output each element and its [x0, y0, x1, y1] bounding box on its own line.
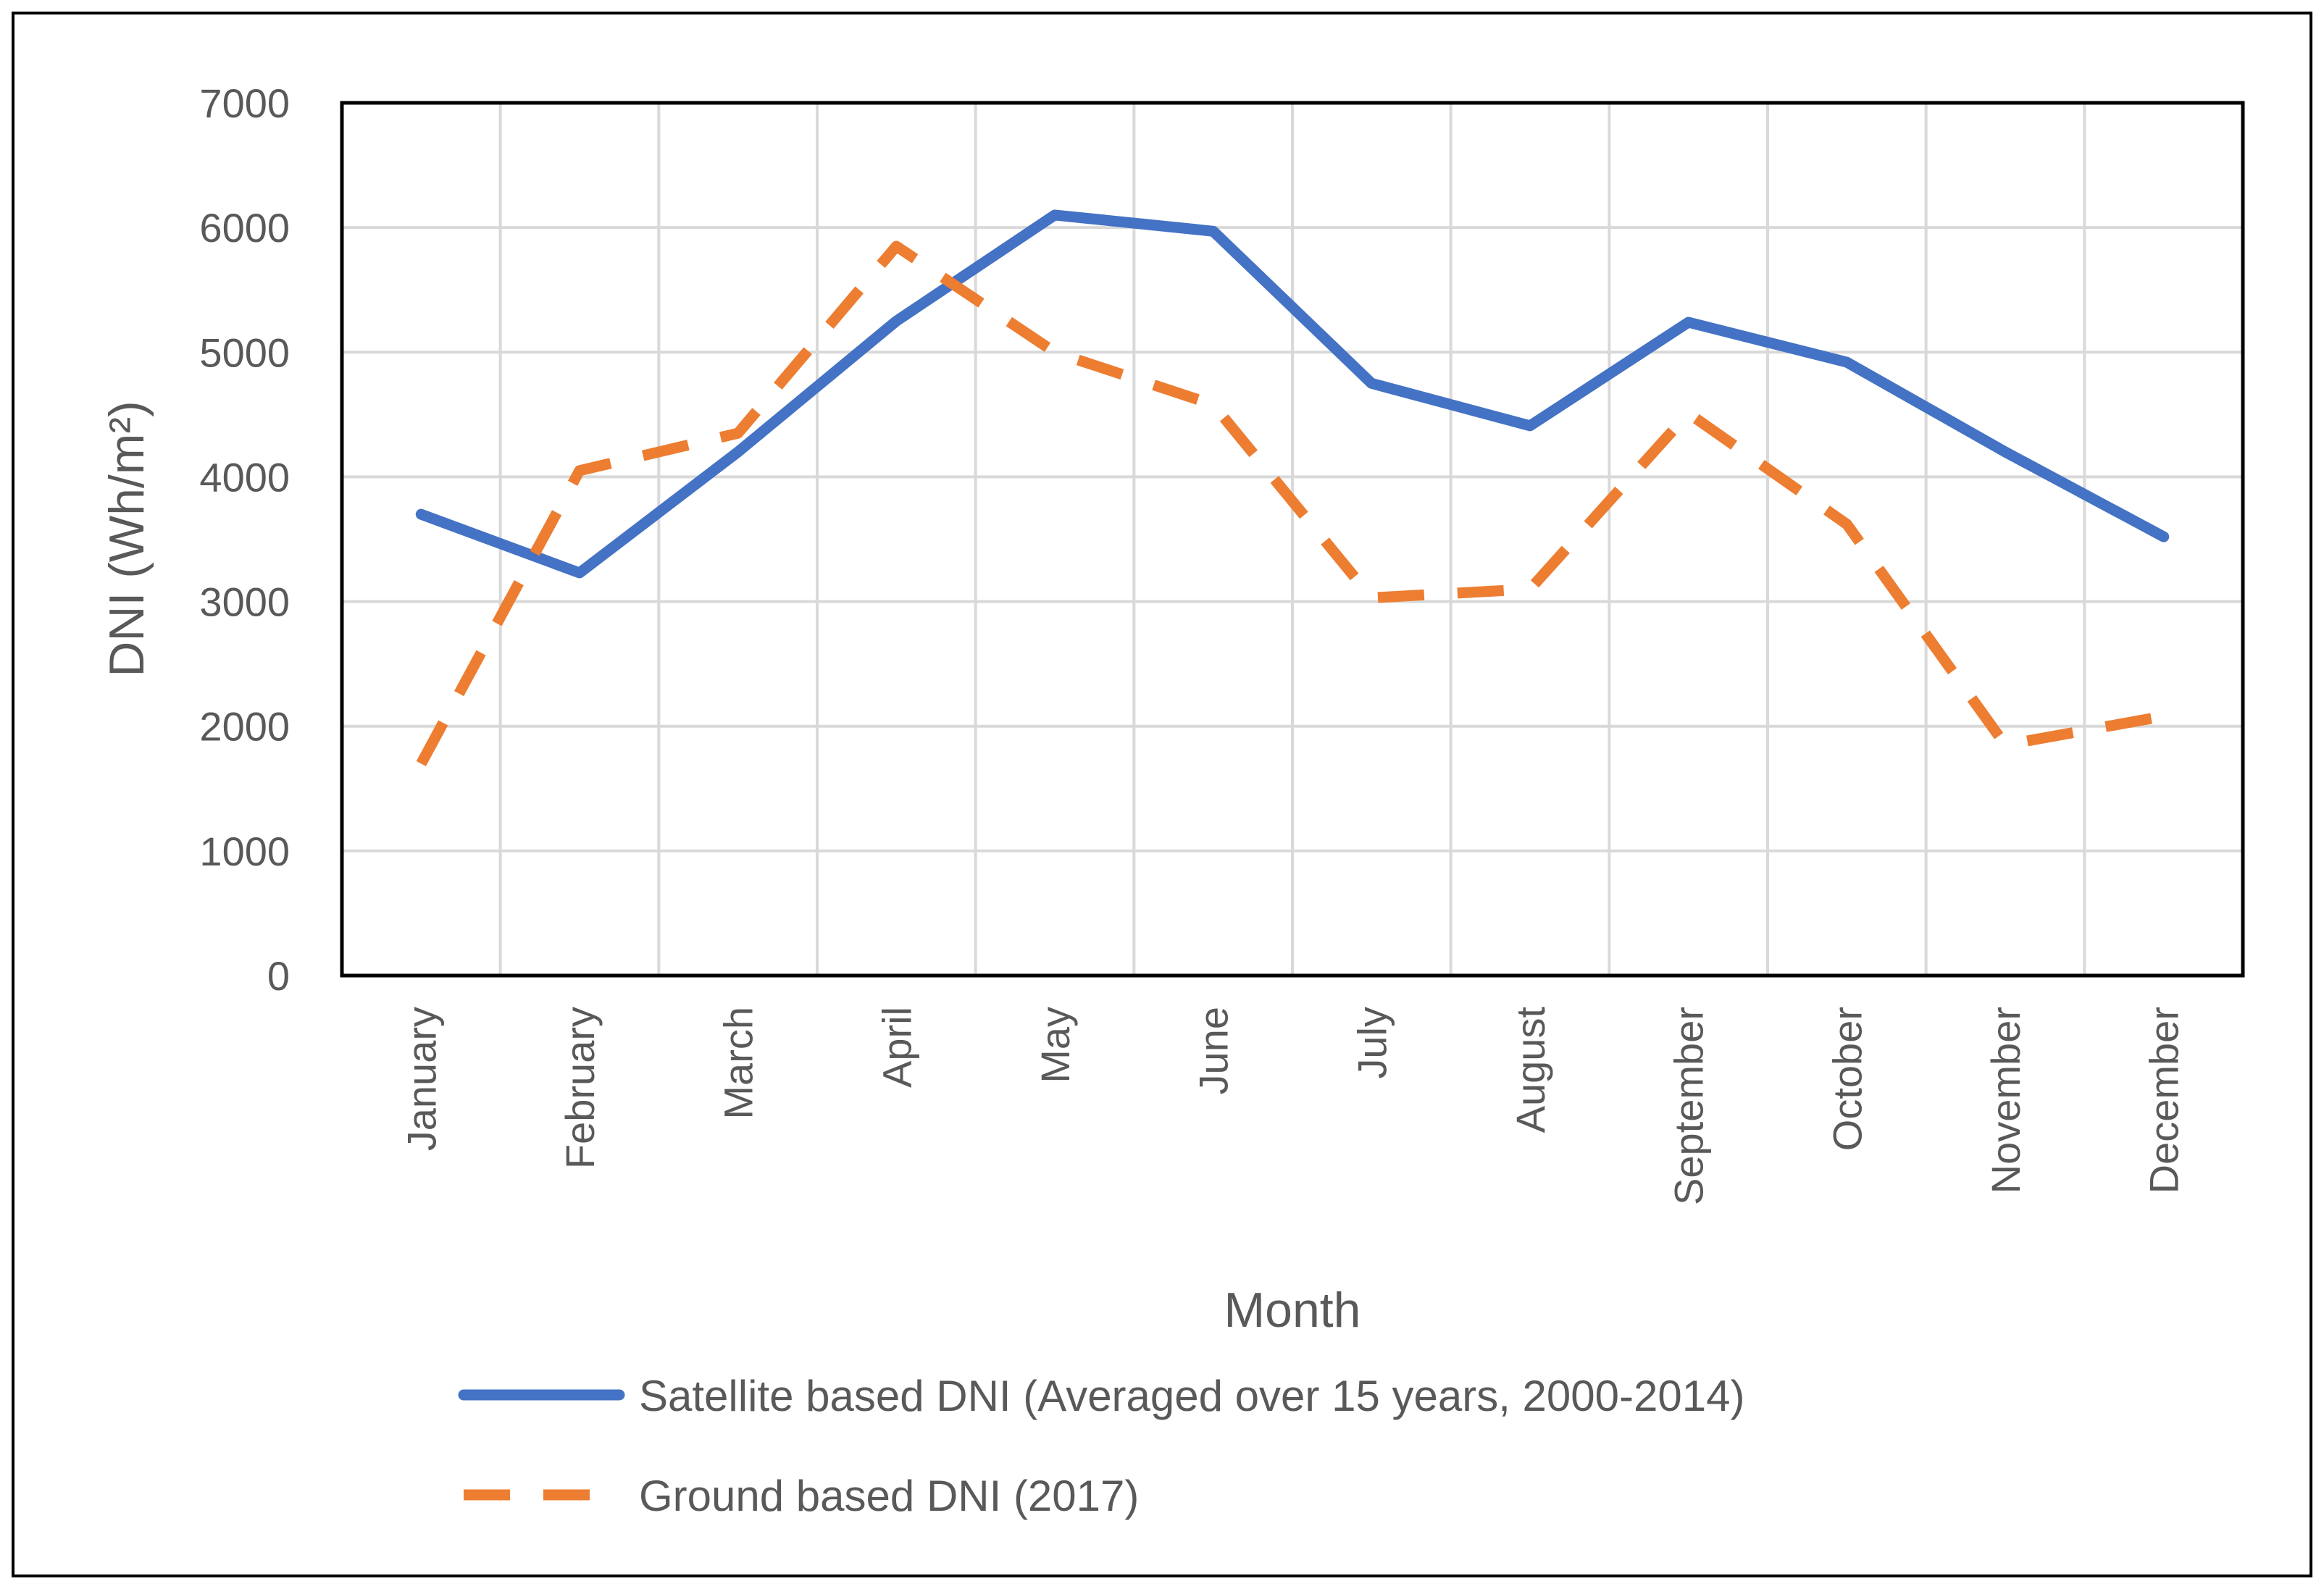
series-line-satellite-dni — [415, 209, 2170, 579]
y-tick-label-0: 0 — [267, 953, 290, 999]
plot-area-border — [340, 101, 2245, 978]
x-tick-label-april: April — [874, 1007, 919, 1088]
y-tick-labels: 0 1000 2000 3000 4000 5000 6000 7000 — [199, 80, 290, 999]
legend: Satellite based DNI (Averaged over 15 ye… — [458, 1372, 1744, 1520]
x-tick-label-july: July — [1349, 1007, 1395, 1079]
x-tick-label-february: February — [557, 1007, 603, 1169]
y-tick-label-6000: 6000 — [199, 205, 290, 251]
outer-frame — [12, 12, 2312, 1577]
y-tick-label-3000: 3000 — [199, 579, 290, 625]
series-line-ground-dni — [416, 240, 2165, 766]
legend-label-satellite: Satellite based DNI (Averaged over 15 ye… — [639, 1372, 1744, 1420]
x-tick-label-january: January — [398, 1007, 444, 1151]
y-tick-label-1000: 1000 — [199, 829, 290, 874]
x-tick-label-march: March — [716, 1007, 761, 1120]
y-tick-label-5000: 5000 — [199, 330, 290, 375]
y-tick-label-4000: 4000 — [199, 454, 290, 500]
x-tick-label-june: June — [1191, 1007, 1237, 1094]
x-tick-labels: January February March April May June July Augu… — [398, 1007, 2186, 1205]
x-tick-label-august: August — [1508, 1007, 1553, 1133]
x-tick-label-october: October — [1824, 1007, 1870, 1151]
x-tick-label-may: May — [1032, 1007, 1078, 1083]
grid-lines — [342, 101, 2243, 977]
y-tick-label-7000: 7000 — [199, 80, 290, 126]
x-tick-label-december: December — [2141, 1007, 2187, 1194]
legend-label-ground: Ground based DNI (2017) — [639, 1472, 1139, 1520]
y-axis-title: DNI (Wh/m²) — [99, 401, 154, 676]
x-tick-label-september: September — [1666, 1007, 1712, 1205]
y-tick-label-2000: 2000 — [199, 704, 290, 750]
x-axis-title: Month — [1224, 1283, 1361, 1338]
x-tick-label-november: November — [1983, 1007, 2028, 1194]
series-lines — [415, 209, 2170, 766]
